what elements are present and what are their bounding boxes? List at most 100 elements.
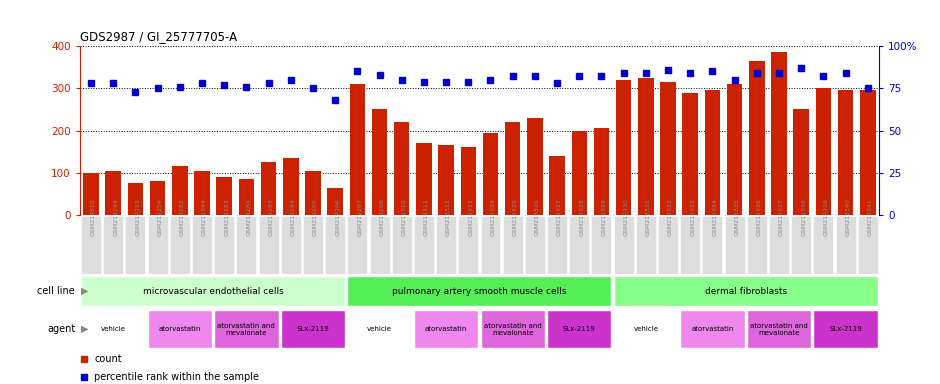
Text: atorvastatin: atorvastatin <box>425 326 467 332</box>
Text: count: count <box>94 354 122 364</box>
Text: GSM215338: GSM215338 <box>801 198 807 236</box>
Bar <box>81 216 101 273</box>
Text: GSM215344: GSM215344 <box>202 198 207 236</box>
Bar <box>148 216 167 273</box>
Bar <box>838 90 854 215</box>
Bar <box>525 216 545 273</box>
Bar <box>195 170 210 215</box>
Bar <box>483 132 498 215</box>
Text: GSM214810: GSM214810 <box>91 198 96 236</box>
Bar <box>505 122 521 215</box>
Text: ▶: ▶ <box>81 286 88 296</box>
Bar <box>436 216 456 273</box>
Text: GSM215335: GSM215335 <box>735 198 740 236</box>
Bar <box>303 216 323 273</box>
Bar <box>371 109 387 215</box>
Text: GSM215326: GSM215326 <box>535 198 540 236</box>
Text: GSM215312: GSM215312 <box>446 198 451 236</box>
Bar <box>461 147 476 215</box>
Text: GSM215333: GSM215333 <box>690 198 696 236</box>
Bar <box>705 90 720 215</box>
Bar <box>858 216 878 273</box>
Text: percentile rank within the sample: percentile rank within the sample <box>94 372 259 382</box>
Bar <box>306 170 321 215</box>
Bar <box>725 216 744 273</box>
Bar <box>350 84 365 215</box>
Bar <box>149 181 165 215</box>
Text: vehicle: vehicle <box>101 326 126 332</box>
Bar <box>549 156 565 215</box>
Bar <box>394 122 410 215</box>
Bar <box>547 310 611 348</box>
Bar <box>480 216 500 273</box>
Text: SLx-2119: SLx-2119 <box>829 326 862 332</box>
Text: GSM215341: GSM215341 <box>868 198 873 236</box>
Bar <box>660 82 676 215</box>
Bar <box>591 216 611 273</box>
Text: vehicle: vehicle <box>634 326 658 332</box>
Text: GSM215283: GSM215283 <box>224 198 229 236</box>
Text: GSM215295: GSM215295 <box>313 198 318 236</box>
Bar <box>614 276 878 306</box>
Bar <box>614 310 678 348</box>
Bar <box>103 216 123 273</box>
Bar <box>416 143 431 215</box>
Bar <box>84 173 99 215</box>
Bar <box>747 310 811 348</box>
Bar <box>527 118 542 215</box>
Bar <box>348 216 368 273</box>
Text: GSM215334: GSM215334 <box>713 198 717 236</box>
Bar <box>81 276 345 306</box>
Bar <box>813 216 834 273</box>
Text: GSM215244: GSM215244 <box>113 198 118 236</box>
Text: vehicle: vehicle <box>367 326 392 332</box>
Bar <box>214 310 278 348</box>
Text: atorvastatin and
mevalonate: atorvastatin and mevalonate <box>217 323 275 336</box>
Text: GSM215297: GSM215297 <box>357 198 362 236</box>
Text: SLx-2119: SLx-2119 <box>563 326 596 332</box>
Text: agent: agent <box>47 324 75 334</box>
Bar <box>239 179 254 215</box>
Text: GSM215329: GSM215329 <box>602 198 606 236</box>
Bar <box>503 216 523 273</box>
Bar <box>348 310 412 348</box>
Bar <box>727 84 743 215</box>
Text: GSM215332: GSM215332 <box>668 198 673 236</box>
Text: GSM215254: GSM215254 <box>158 198 163 236</box>
Bar <box>81 310 146 348</box>
Bar <box>791 216 811 273</box>
Text: ▶: ▶ <box>81 324 88 334</box>
Text: GSM215336: GSM215336 <box>757 198 761 236</box>
Text: cell line: cell line <box>38 286 75 296</box>
Text: dermal fibroblasts: dermal fibroblasts <box>705 286 787 296</box>
Bar <box>236 216 257 273</box>
Text: GSM215331: GSM215331 <box>646 198 650 236</box>
Bar <box>128 183 143 215</box>
Bar <box>702 216 723 273</box>
Bar <box>638 78 653 215</box>
Bar <box>105 170 121 215</box>
Text: atorvastatin and
mevalonate: atorvastatin and mevalonate <box>484 323 541 336</box>
Bar <box>572 131 588 215</box>
Text: SLx-2119: SLx-2119 <box>296 326 329 332</box>
Bar <box>681 216 700 273</box>
Text: GSM215330: GSM215330 <box>623 198 629 236</box>
Bar <box>327 187 343 215</box>
Bar <box>438 145 454 215</box>
Text: GSM215282: GSM215282 <box>180 198 185 236</box>
Bar <box>682 93 698 215</box>
Bar <box>414 310 478 348</box>
Bar <box>614 216 634 273</box>
Text: GSM215325: GSM215325 <box>512 198 518 236</box>
Text: GSM215298: GSM215298 <box>380 198 384 236</box>
Text: GSM215328: GSM215328 <box>579 198 585 236</box>
Bar <box>771 52 787 215</box>
Text: GDS2987 / GI_25777705-A: GDS2987 / GI_25777705-A <box>80 30 237 43</box>
Text: GSM215340: GSM215340 <box>846 198 851 236</box>
Text: GSM215327: GSM215327 <box>557 198 562 236</box>
Bar <box>216 177 232 215</box>
Text: GSM215284: GSM215284 <box>246 198 251 236</box>
Bar <box>214 216 234 273</box>
Bar <box>260 162 276 215</box>
Text: microvascular endothelial cells: microvascular endothelial cells <box>143 286 284 296</box>
